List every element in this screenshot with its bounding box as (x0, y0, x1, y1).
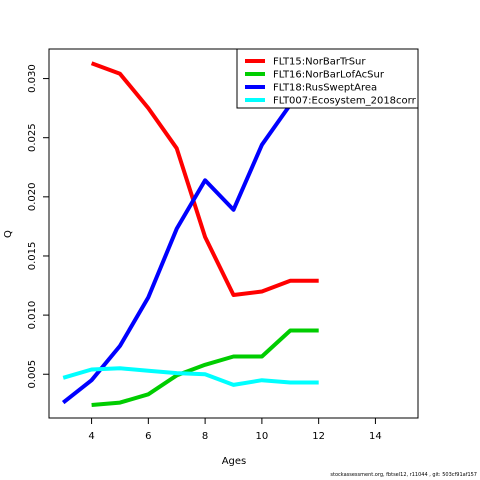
legend: FLT15:NorBarTrSur FLT16:NorBarLofAcSur FLT… (236, 48, 419, 109)
x-tick-label: 4 (88, 431, 94, 442)
y-tick-label: 0.010 (27, 301, 38, 330)
x-axis-label: Ages (222, 456, 247, 467)
y-tick-label: 0.005 (27, 360, 38, 389)
x-tick-label: 14 (369, 431, 382, 442)
series-layer (61, 61, 319, 407)
legend-box (236, 48, 419, 109)
y-tick-label: 0.030 (27, 64, 38, 93)
x-tick-label: 8 (202, 431, 208, 442)
legend-label: FLT15:NorBarTrSur (273, 57, 366, 68)
series-line-1 (90, 61, 319, 297)
y-axis: 0.005 0.010 0.015 0.020 0.025 0.030 (27, 64, 50, 389)
y-tick-label: 0.025 (27, 123, 38, 152)
x-tick-label: 6 (145, 431, 151, 442)
y-tick-label: 0.015 (27, 242, 38, 271)
legend-label: FLT16:NorBarLofAcSur (273, 70, 385, 81)
x-tick-label: 12 (312, 431, 325, 442)
series-line-2 (91, 328, 319, 407)
legend-label: FLT18:RusSweptArea (273, 83, 377, 94)
legend-label: FLT007:Ecosystem_2018corr (273, 96, 417, 107)
x-axis: 4 6 8 10 12 14 (88, 417, 382, 442)
y-axis-label: Q (3, 230, 14, 238)
series-line-4 (62, 366, 319, 387)
y-tick-label: 0.020 (27, 183, 38, 212)
x-tick-label: 10 (256, 431, 269, 442)
footer-credit: stockassessment.org, fbtsel12, r11044 , … (330, 472, 477, 478)
